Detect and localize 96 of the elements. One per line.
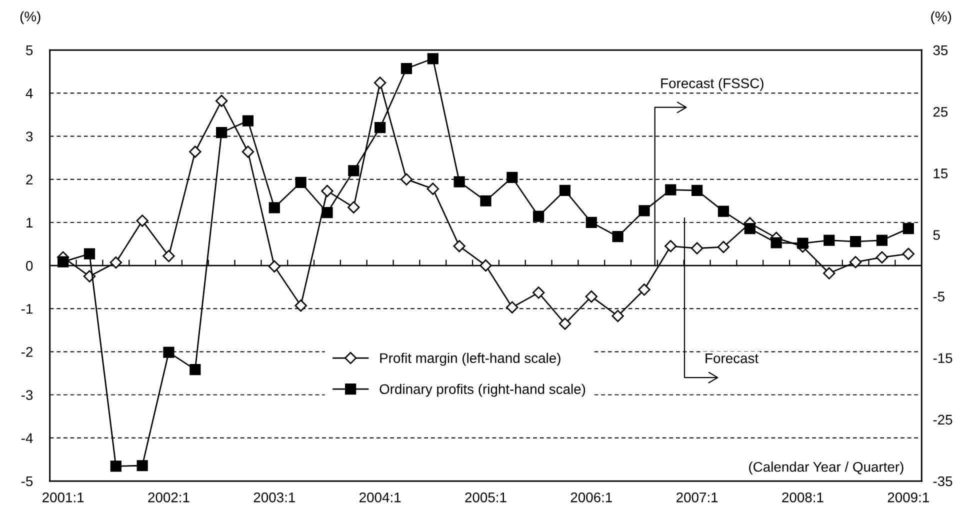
point <box>400 173 413 186</box>
y2-tick-label: -15 <box>933 353 952 364</box>
point <box>823 267 836 280</box>
point <box>216 126 228 138</box>
y2-tick-label: -35 <box>933 476 952 486</box>
point <box>58 256 69 268</box>
point <box>506 301 518 314</box>
point <box>559 184 571 196</box>
point <box>427 53 438 64</box>
point <box>612 231 624 242</box>
point <box>585 290 598 303</box>
point <box>322 207 333 218</box>
y2-tick-label: -25 <box>933 414 952 425</box>
y-tick-label: 1 <box>26 218 33 228</box>
point <box>453 240 466 252</box>
point <box>295 176 306 188</box>
x-tick-label: 2007:1 <box>676 492 718 502</box>
x-tick-label: 2008:1 <box>782 492 824 502</box>
y-tick-label: 2 <box>26 174 33 184</box>
point <box>294 300 307 312</box>
point <box>84 248 96 260</box>
point <box>849 256 862 268</box>
y2-tick-label: 5 <box>933 230 940 240</box>
y-tick-label: 3 <box>26 132 33 142</box>
point <box>850 236 862 248</box>
point <box>189 146 202 158</box>
point <box>242 115 254 126</box>
point <box>824 234 835 246</box>
point <box>506 172 518 184</box>
annotation: Forecast <box>706 354 758 364</box>
point <box>612 310 624 322</box>
point <box>797 238 808 249</box>
point <box>718 206 730 217</box>
point <box>665 184 676 196</box>
y-tick-label: -5 <box>21 476 33 486</box>
x-tick-label: 2004:1 <box>360 492 401 502</box>
point <box>692 184 703 196</box>
legend-label: Profit margin (left-hand scale) <box>380 352 560 366</box>
point <box>480 259 492 272</box>
y-tick-label: -3 <box>21 390 33 400</box>
y-tick-label: 0 <box>26 260 33 271</box>
point <box>532 286 545 299</box>
point <box>321 184 334 198</box>
point <box>136 460 148 472</box>
point <box>717 240 730 254</box>
point <box>348 201 360 214</box>
x-tick-label: 2002:1 <box>148 492 190 502</box>
point <box>348 165 360 176</box>
point <box>400 62 412 74</box>
x-tick-label: 2009:1 <box>888 492 929 502</box>
point <box>638 205 650 216</box>
y2-tick-label: -5 <box>933 292 944 302</box>
annotation: (Calendar Year / Quarter) <box>749 462 904 475</box>
annotation: Forecast (FSSC) <box>661 78 764 91</box>
point <box>690 242 704 254</box>
y-tick-label: -1 <box>21 304 33 314</box>
point <box>558 318 572 330</box>
point <box>533 210 544 222</box>
point <box>190 364 201 376</box>
point <box>110 460 122 472</box>
y-tick-label: -4 <box>21 433 33 443</box>
y2-tick-label: 25 <box>933 106 948 117</box>
point <box>163 346 174 358</box>
point <box>876 234 888 246</box>
point <box>162 250 175 262</box>
point <box>586 216 597 228</box>
y2-axis-title: (%) <box>931 11 952 24</box>
point <box>638 284 650 296</box>
point <box>876 251 888 264</box>
y-tick-label: 5 <box>26 46 33 56</box>
point <box>426 182 439 195</box>
point <box>664 240 677 252</box>
point <box>374 122 386 134</box>
point <box>454 176 465 188</box>
point <box>110 256 122 269</box>
point <box>242 146 254 158</box>
x-tick-label: 2005:1 <box>465 492 506 502</box>
y2-tick-label: 35 <box>933 45 948 56</box>
x-tick-label: 2006:1 <box>570 492 612 502</box>
legend-label: Ordinary profits (right-hand scale) <box>380 384 586 397</box>
y-axis-title: (%) <box>20 11 40 24</box>
x-tick-label: 2003:1 <box>254 492 295 502</box>
point <box>374 76 386 89</box>
point <box>770 237 782 248</box>
point <box>268 202 280 214</box>
point <box>480 195 492 206</box>
point <box>268 260 280 272</box>
x-tick-label: 2001:1 <box>42 492 84 502</box>
point <box>902 248 914 260</box>
point <box>902 223 914 234</box>
y-tick-label: 4 <box>26 88 33 98</box>
point <box>744 223 756 234</box>
point <box>215 94 228 107</box>
point <box>136 214 148 227</box>
y2-tick-label: 15 <box>934 168 948 178</box>
y-tick-label: -2 <box>21 347 33 357</box>
